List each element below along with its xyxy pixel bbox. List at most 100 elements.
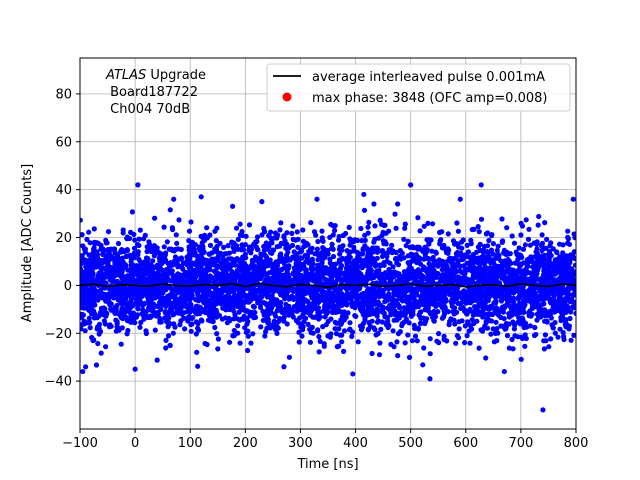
- scatter-point: [201, 299, 207, 306]
- scatter-point: [345, 285, 351, 291]
- scatter-point: [301, 309, 307, 315]
- scatter-point: [256, 260, 262, 267]
- scatter-point: [329, 275, 335, 282]
- scatter-point: [365, 253, 371, 260]
- scatter-point: [185, 318, 191, 324]
- scatter-point: [565, 260, 571, 266]
- scatter-point: [353, 268, 359, 274]
- scatter-point: [410, 269, 416, 275]
- scatter-point: [309, 256, 315, 262]
- scatter-point: [165, 324, 171, 330]
- scatter-point: [155, 270, 161, 277]
- scatter-point: [504, 264, 510, 270]
- scatter-point: [336, 233, 342, 240]
- scatter-point: [489, 232, 495, 238]
- scatter-point: [516, 245, 522, 251]
- scatter-point: [330, 298, 336, 304]
- scatter-point: [504, 225, 510, 231]
- scatter-point: [397, 248, 403, 254]
- scatter-point: [551, 277, 558, 283]
- scatter-point: [390, 264, 396, 270]
- scatter-point: [427, 351, 433, 357]
- scatter-point: [289, 230, 295, 236]
- scatter-point: [166, 277, 172, 283]
- scatter-point: [488, 318, 495, 324]
- scatter-point: [560, 242, 566, 248]
- scatter-point: [86, 252, 92, 258]
- scatter-point: [382, 294, 388, 300]
- scatter-point: [469, 226, 475, 233]
- scatter-point: [103, 313, 109, 319]
- scatter-point: [455, 261, 461, 267]
- scatter-point: [452, 288, 458, 294]
- scatter-point: [182, 300, 188, 306]
- scatter-point: [91, 226, 97, 232]
- scatter-point: [371, 239, 377, 245]
- scatter-point: [535, 252, 541, 258]
- scatter-point: [247, 293, 253, 300]
- scatter-point: [446, 322, 452, 328]
- scatter-point: [224, 276, 230, 282]
- scatter-point: [100, 265, 106, 271]
- scatter-point: [494, 269, 500, 276]
- scatter-point: [272, 301, 278, 307]
- scatter-point: [565, 234, 571, 240]
- scatter-point: [241, 277, 247, 283]
- scatter-point: [459, 257, 465, 263]
- scatter-point: [130, 265, 136, 271]
- scatter-point: [118, 341, 124, 347]
- scatter-point: [532, 324, 538, 331]
- scatter-point: [357, 256, 363, 263]
- scatter-point: [386, 275, 392, 281]
- scatter-point: [445, 246, 451, 252]
- scatter-point: [322, 295, 328, 301]
- scatter-point: [469, 287, 475, 293]
- scatter-point: [245, 328, 251, 334]
- scatter-point: [230, 203, 236, 209]
- scatter-point: [385, 318, 391, 324]
- scatter-point: [415, 215, 421, 221]
- scatter-point: [439, 315, 445, 321]
- scatter-point: [353, 313, 359, 319]
- scatter-point: [421, 223, 427, 229]
- scatter-point: [347, 268, 353, 274]
- scatter-point: [360, 312, 366, 318]
- scatter-point: [148, 314, 154, 320]
- scatter-point: [450, 263, 457, 269]
- scatter-point: [138, 319, 144, 326]
- scatter-point: [529, 289, 536, 295]
- scatter-point: [495, 330, 501, 336]
- scatter-point: [114, 272, 121, 278]
- scatter-point: [568, 337, 574, 343]
- scatter-point: [246, 222, 253, 228]
- scatter-point: [221, 244, 227, 250]
- scatter-point: [278, 220, 284, 226]
- scatter-point: [438, 302, 444, 309]
- scatter-point: [517, 286, 524, 293]
- scatter-point: [210, 262, 216, 268]
- scatter-point: [174, 290, 181, 296]
- scatter-point: [307, 246, 314, 253]
- scatter-point: [370, 311, 376, 317]
- scatter-point: [495, 243, 501, 249]
- scatter-point: [464, 242, 470, 248]
- scatter-point: [286, 303, 292, 309]
- scatter-point: [250, 266, 256, 272]
- scatter-point: [215, 346, 221, 352]
- scatter-point: [113, 317, 119, 323]
- scatter-point: [207, 232, 213, 238]
- scatter-point: [522, 242, 529, 248]
- scatter-point: [239, 232, 245, 239]
- scatter-point: [414, 245, 420, 251]
- scatter-point: [315, 327, 321, 333]
- scatter-point: [299, 333, 305, 339]
- scatter-point: [254, 238, 260, 245]
- scatter-point: [424, 316, 430, 322]
- scatter-point: [120, 297, 126, 303]
- scatter-point: [531, 260, 537, 266]
- scatter-point: [332, 326, 338, 332]
- scatter-point: [315, 238, 321, 245]
- scatter-point: [442, 296, 448, 303]
- scatter-point: [272, 278, 278, 284]
- scatter-point: [160, 283, 166, 289]
